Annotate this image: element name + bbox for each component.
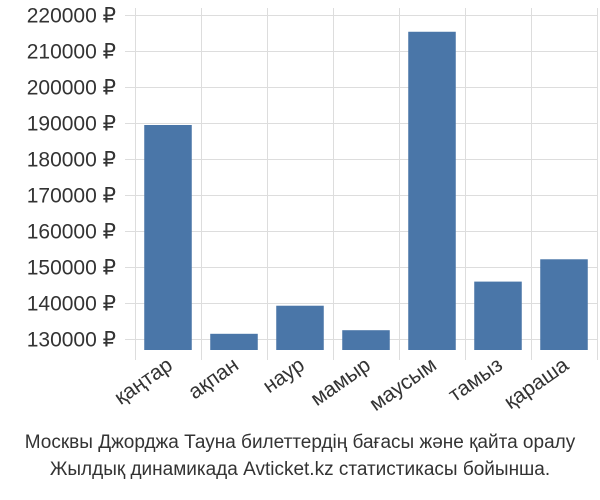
bar [408, 31, 456, 350]
y-tick-label: 130000 ₽ [27, 329, 116, 352]
y-tick-label: 170000 ₽ [27, 185, 116, 208]
bar [474, 281, 522, 350]
y-tick-label: 220000 ₽ [27, 5, 116, 28]
x-tick-label: наур [259, 353, 309, 398]
chart-caption-line-1: Москвы Джорджа Тауна билеттердің бағасы … [24, 432, 576, 453]
bar [144, 125, 192, 350]
bar [210, 333, 258, 350]
y-tick-label: 150000 ₽ [27, 257, 116, 280]
bar [276, 305, 324, 350]
y-tick-label: 140000 ₽ [27, 293, 116, 316]
x-tick-label: қараша [500, 353, 573, 414]
y-tick-label: 160000 ₽ [27, 221, 116, 244]
chart-caption-line-2: Жылдық динамикада Avticket.kz статистика… [49, 459, 551, 480]
y-axis-labels: 130000 ₽ 140000 ₽ 150000 ₽ 160000 ₽ 170000 ₽… [27, 5, 116, 352]
bars [144, 31, 588, 350]
x-tick-label: қаңтар [110, 353, 177, 409]
y-tick-label: 200000 ₽ [27, 77, 116, 100]
x-tick-label: ақпан [184, 353, 243, 404]
x-tick-label: мамыр [307, 353, 375, 410]
x-tick-label: маусым [365, 353, 441, 416]
grid [125, 8, 598, 360]
bar [342, 330, 390, 350]
bar [540, 259, 588, 350]
y-tick-label: 210000 ₽ [27, 41, 116, 64]
y-tick-label: 180000 ₽ [27, 149, 116, 172]
bar-chart: 130000 ₽ 140000 ₽ 150000 ₽ 160000 ₽ 170000 ₽… [27, 5, 598, 416]
x-tick-label: тамыз [444, 353, 507, 406]
y-tick-label: 190000 ₽ [27, 113, 116, 136]
